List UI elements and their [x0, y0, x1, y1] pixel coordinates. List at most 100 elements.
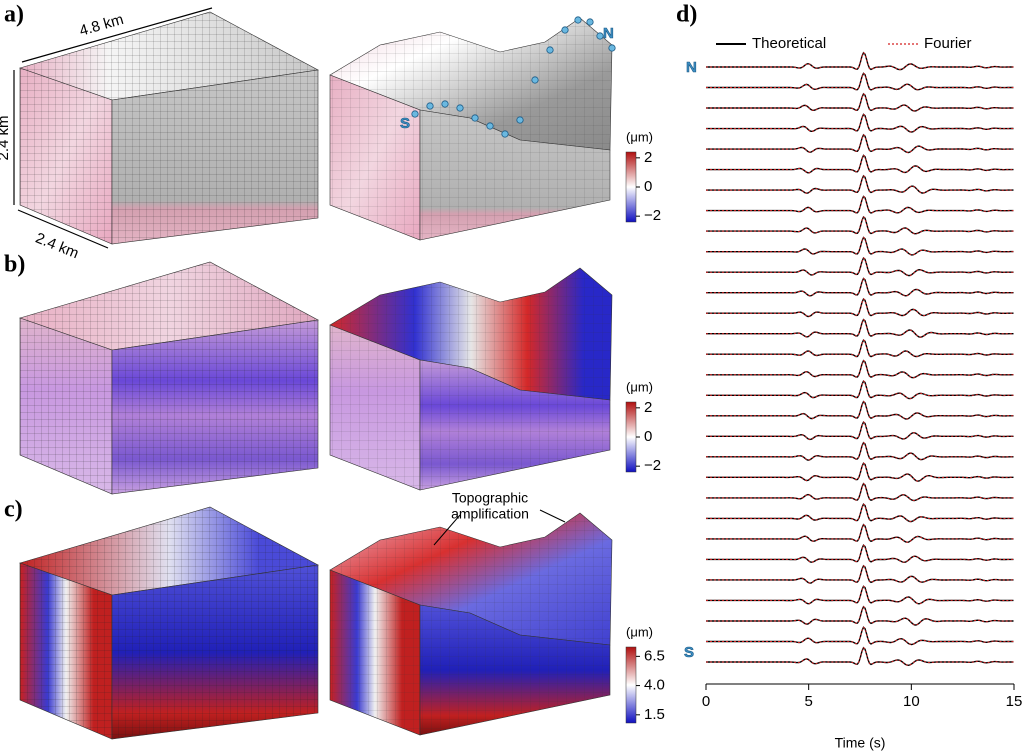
colorbar-unit: (μm) [626, 624, 653, 639]
receiver [441, 100, 449, 108]
receiver [516, 116, 524, 124]
mesh [112, 70, 318, 244]
profile-end: S [400, 115, 410, 132]
trace-fourier [706, 339, 1014, 358]
trace-end: S [684, 644, 694, 661]
panel-label: b) [4, 252, 25, 278]
dimension-label: 4.8 km [78, 11, 126, 40]
trace-fourier [706, 236, 1014, 256]
trace [706, 256, 1014, 277]
trace-fourier [706, 646, 1014, 666]
mesh [330, 570, 420, 735]
trace-fourier [706, 359, 1014, 379]
trace [706, 215, 1014, 235]
trace [706, 400, 1014, 420]
mesh [20, 507, 318, 595]
trace [706, 92, 1014, 112]
trace-fourier [706, 462, 1014, 482]
panel-label: a) [4, 2, 24, 28]
mesh [20, 68, 112, 244]
trace-fourier [706, 257, 1014, 277]
colorbar [625, 401, 637, 473]
trace-fourier [706, 605, 1014, 626]
colorbar-tick-label: 0 [644, 428, 652, 445]
mesh [420, 360, 610, 490]
legend-label: Theoretical [752, 35, 826, 52]
panel-label: c) [4, 497, 23, 523]
trace-fourier [706, 626, 1014, 646]
trace [706, 318, 1014, 338]
trace [706, 113, 1014, 133]
mesh [112, 320, 318, 494]
receiver [561, 26, 569, 34]
trace [706, 51, 1014, 71]
trace-fourier [706, 400, 1014, 420]
colorbar [625, 151, 637, 223]
profile-end: N [603, 25, 614, 42]
x-axis-label: Time (s) [835, 735, 886, 751]
colorbar-tick-label: −2 [644, 207, 661, 224]
trace-end: N [686, 59, 697, 76]
trace-fourier [706, 380, 1014, 400]
mesh [330, 268, 612, 400]
trace-fourier [706, 113, 1014, 133]
trace-fourier [706, 51, 1014, 71]
dim-arrow [21, 7, 213, 63]
trace-fourier [706, 565, 1014, 584]
mesh [330, 513, 612, 645]
colorbar-tick-label: 2 [644, 149, 652, 166]
trace-fourier [706, 482, 1014, 502]
trace-fourier [706, 503, 1014, 523]
trace-fourier [706, 154, 1014, 174]
trace-fourier [706, 421, 1014, 440]
receiver [501, 130, 509, 138]
trace [706, 462, 1014, 482]
receiver [486, 122, 494, 130]
mesh [330, 75, 420, 240]
receiver [411, 110, 419, 118]
receiver [596, 32, 604, 40]
trace-fourier [706, 216, 1014, 235]
receiver [531, 76, 539, 84]
annotation: Topographic [452, 490, 528, 506]
trace [706, 236, 1014, 256]
trace-fourier [706, 93, 1014, 112]
annotation-arrow [433, 514, 461, 546]
trace-fourier [706, 298, 1014, 318]
dimension-label: 2.4 km [0, 115, 12, 160]
trace [706, 544, 1014, 564]
mesh [330, 18, 612, 150]
receiver [471, 114, 479, 122]
receiver [608, 44, 616, 52]
trace-fourier [706, 277, 1014, 297]
trace-fourier [706, 195, 1014, 214]
dim-arrow [17, 209, 109, 249]
colorbar-unit: (μm) [626, 129, 653, 144]
mesh [112, 565, 318, 739]
receiver [574, 16, 582, 24]
trace-fourier [706, 523, 1014, 543]
colorbar-tick-label: 0 [644, 178, 652, 195]
mesh [330, 325, 420, 490]
annotation-arrow [539, 509, 566, 523]
legend-label: Fourier [924, 35, 972, 52]
receiver [546, 46, 554, 54]
x-tick-label: 5 [804, 693, 812, 710]
trace [706, 482, 1014, 502]
trace-fourier [706, 72, 1014, 91]
mesh [20, 262, 318, 350]
colorbar-tick-label: 1.5 [644, 706, 665, 723]
trace-fourier [706, 175, 1014, 194]
dimension-label: 2.4 km [33, 230, 81, 263]
receiver [426, 102, 434, 110]
trace-fourier [706, 585, 1014, 605]
mesh [420, 605, 610, 735]
mesh [20, 318, 112, 494]
x-tick-label: 15 [1006, 693, 1023, 710]
mesh [420, 110, 610, 240]
colorbar [625, 646, 637, 724]
trace [706, 133, 1014, 154]
trace [706, 503, 1014, 523]
trace [706, 379, 1014, 400]
